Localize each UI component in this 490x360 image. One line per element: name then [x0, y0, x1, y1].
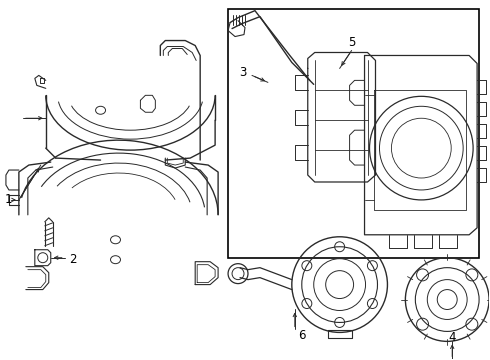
- Text: 3: 3: [239, 66, 246, 79]
- Bar: [228, 9, 479, 258]
- Text: 6: 6: [298, 329, 306, 342]
- Text: 5: 5: [348, 36, 355, 49]
- Text: 2: 2: [69, 253, 76, 266]
- Text: 4: 4: [448, 331, 456, 344]
- Text: 1: 1: [5, 193, 13, 206]
